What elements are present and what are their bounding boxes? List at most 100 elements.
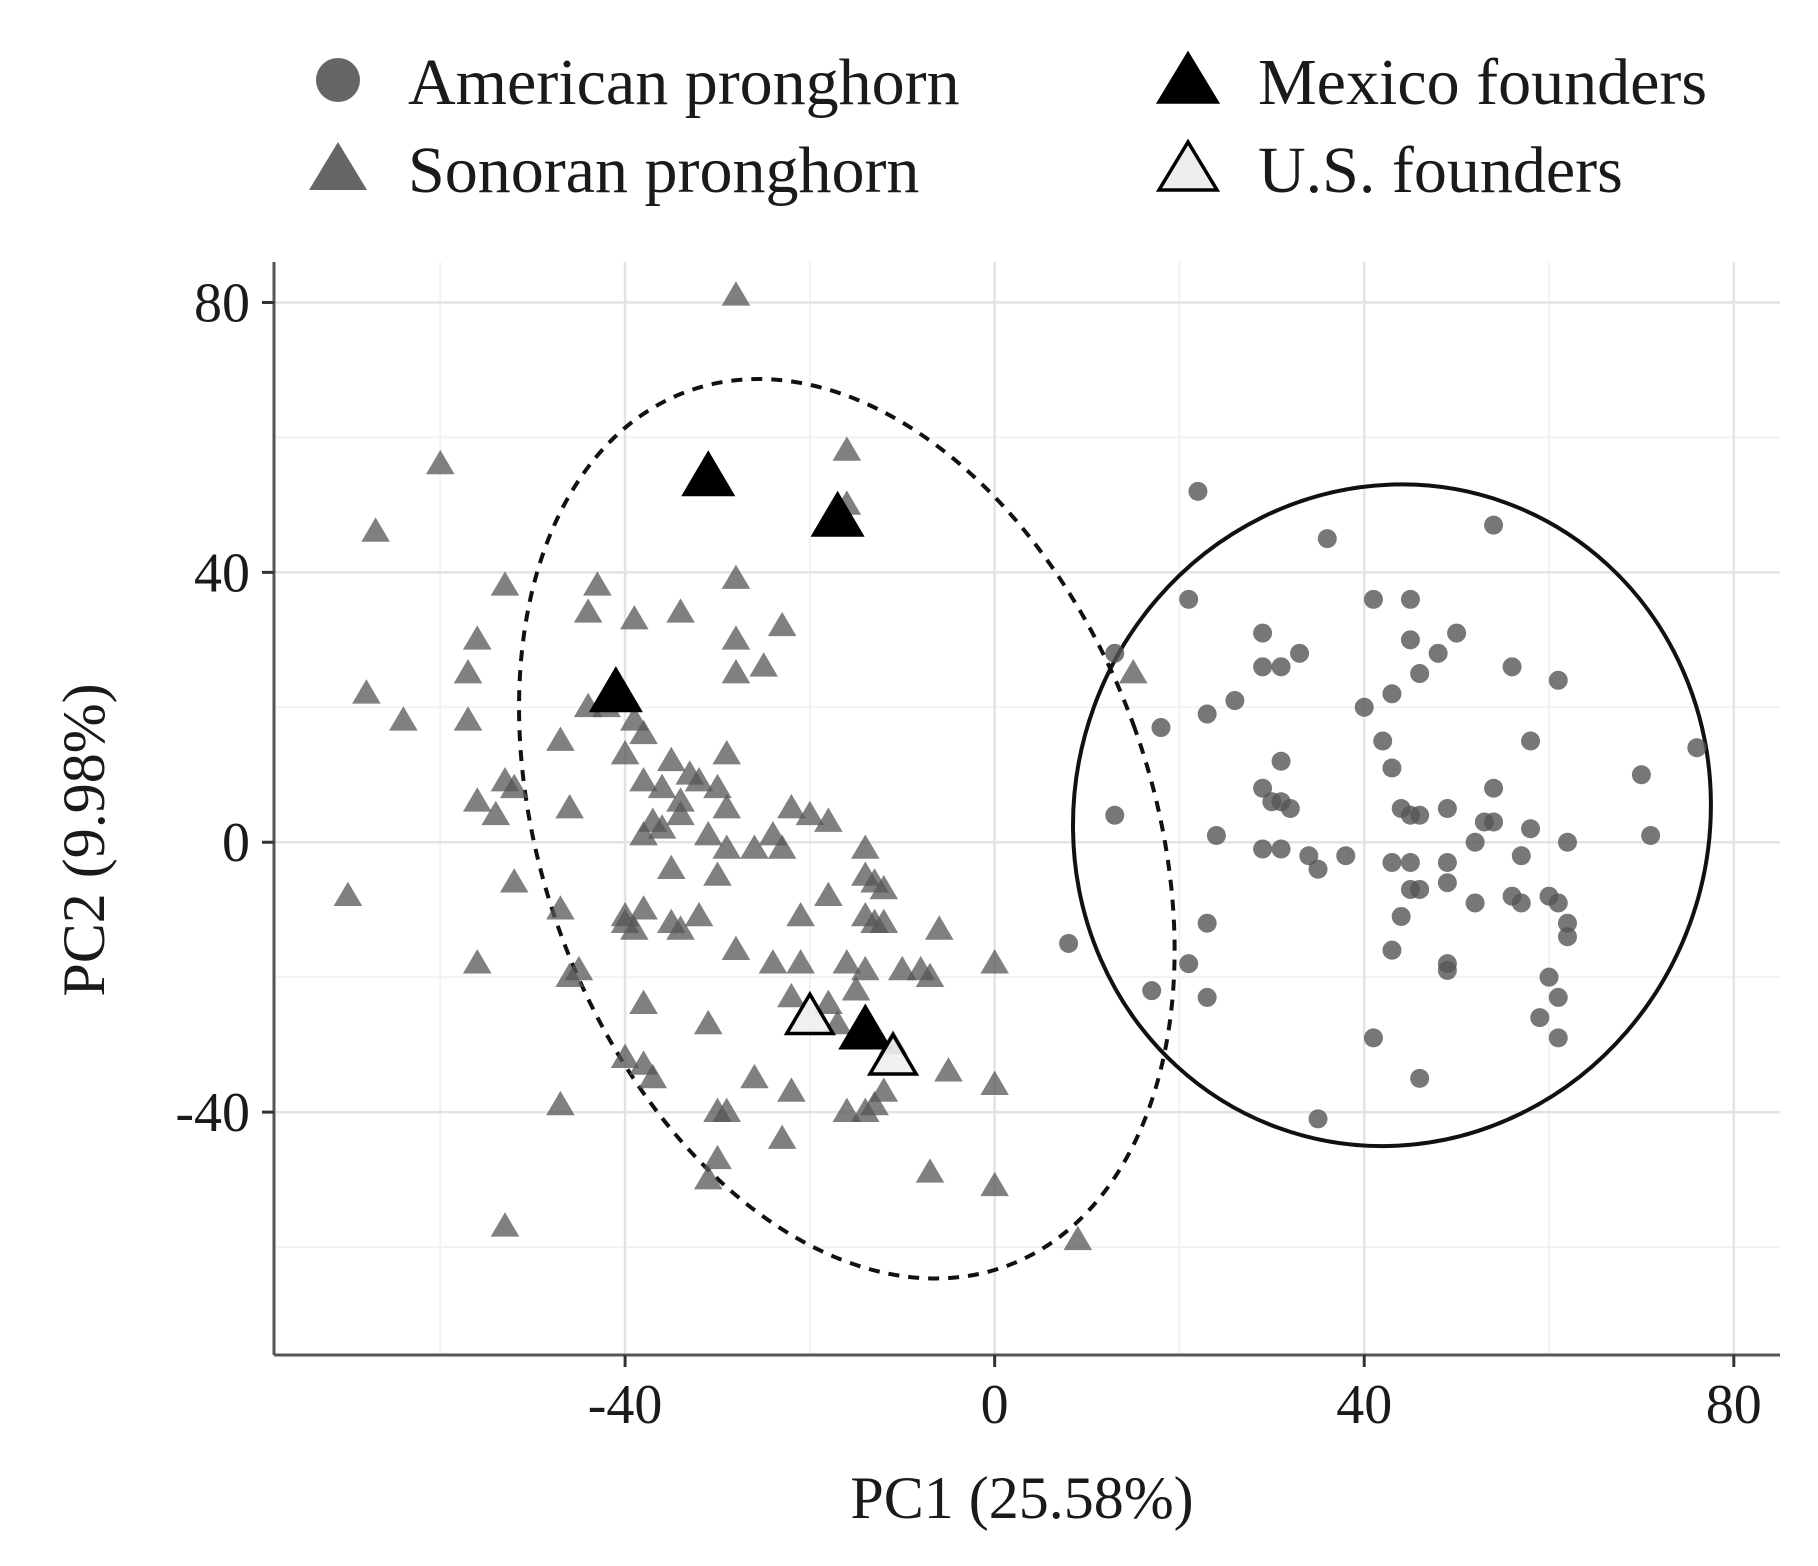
mexico-founder-point <box>838 1003 893 1050</box>
sonoran-pronghorn-point <box>610 740 640 765</box>
american-pronghorn-point <box>1557 913 1577 933</box>
american-pronghorn-point <box>1511 846 1531 866</box>
y-tick-label: 0 <box>222 812 250 874</box>
sonoran-pronghorn-point <box>361 517 390 542</box>
american-pronghorn-point <box>1465 832 1485 852</box>
sonoran-pronghorn-point <box>462 949 492 974</box>
sonoran-pronghorn-point <box>712 1097 742 1122</box>
sonoran-pronghorn-point <box>490 1212 520 1237</box>
sonoran-pronghorn-point <box>453 706 483 731</box>
sonoran-pronghorn-point <box>721 625 751 650</box>
american-pronghorn-point <box>1557 832 1577 852</box>
sonoran-pronghorn-point <box>851 834 880 859</box>
american-pronghorn-point <box>1059 933 1079 953</box>
american-pronghorn-point <box>1299 846 1319 866</box>
american-pronghorn-point <box>1437 852 1457 872</box>
sonoran-pronghorn-point <box>786 901 815 927</box>
sonoran-pronghorn-point <box>693 1009 723 1035</box>
sonoran-pronghorn-point <box>777 982 806 1008</box>
sonoran-pronghorn-point <box>832 949 862 974</box>
sonoran-pronghorn-point <box>980 949 1009 974</box>
american-pronghorn-point <box>1382 940 1402 960</box>
sonoran-pronghorn-point <box>620 605 649 630</box>
mexico-founder-point <box>681 450 736 497</box>
legend-label: American pronghorn <box>408 46 960 119</box>
american-pronghorn-point <box>1271 751 1291 771</box>
legend-label: Sonoran pronghorn <box>408 134 919 207</box>
american-pronghorn-point <box>1400 589 1420 609</box>
sonoran-pronghorn-point <box>712 740 742 765</box>
american-pronghorn-point <box>1179 589 1199 609</box>
sonoran-pronghorn-point <box>814 881 843 907</box>
grid <box>274 262 1780 1355</box>
sonoran-pronghorn-point <box>786 949 815 974</box>
american-pronghorn-point <box>1548 987 1568 1007</box>
american-ellipse <box>1070 482 1713 1149</box>
legend-key-triangle <box>1155 50 1221 104</box>
american-pronghorn-point <box>1484 515 1504 535</box>
sonoran-pronghorn-point <box>499 868 529 893</box>
sonoran-pronghorn-point <box>767 611 797 637</box>
sonoran-pronghorn-point <box>1063 1225 1093 1251</box>
sonoran-pronghorn-point <box>869 908 899 934</box>
american-pronghorn-point <box>1151 718 1171 738</box>
sonoran-pronghorn-point <box>647 773 677 799</box>
sonoran-pronghorn-point <box>629 895 658 920</box>
sonoran-pronghorn-point <box>462 787 492 812</box>
x-tick-label: -40 <box>588 1374 663 1436</box>
sonoran-pronghorn-point <box>795 800 825 826</box>
american-pronghorn-point <box>1447 623 1467 643</box>
american-pronghorn-point <box>1391 906 1411 926</box>
american-pronghorn-point <box>1336 846 1356 866</box>
y-axis-title: PC2 (9.98%) <box>51 683 117 996</box>
american-pronghorn-point <box>1400 852 1420 872</box>
american-pronghorn-point <box>1308 1109 1328 1129</box>
sonoran-pronghorn-point <box>583 571 612 596</box>
american-pronghorn-point <box>1382 758 1402 778</box>
sonoran-pronghorn-point <box>693 1165 723 1190</box>
american-pronghorn-point <box>1271 839 1291 859</box>
american-pronghorn-point <box>1548 670 1568 690</box>
american-pronghorn-point <box>1197 987 1217 1007</box>
sonoran-pronghorn-point <box>1118 659 1148 684</box>
american-pronghorn-point <box>1437 799 1457 818</box>
american-pronghorn-point <box>1363 1028 1383 1048</box>
sonoran-pronghorn-point <box>915 962 945 988</box>
american-pronghorn-point <box>1253 657 1273 677</box>
american-pronghorn-point <box>1206 825 1226 845</box>
sonoran-pronghorn-point <box>924 915 954 940</box>
sonoran-pronghorn-point <box>499 773 529 799</box>
legend-key-circle <box>316 58 360 102</box>
y-tick-label: -40 <box>175 1082 250 1144</box>
sonoran-pronghorn-point <box>832 1097 862 1122</box>
american-pronghorn-point <box>1484 778 1504 798</box>
sonoran-pronghorn-point <box>546 726 575 751</box>
american-pronghorn-point <box>1548 1028 1568 1048</box>
sonoran-pronghorn-point <box>703 861 732 886</box>
sonoran-pronghorn-point <box>647 814 677 839</box>
american-pronghorn-point <box>1521 819 1541 839</box>
us-founder-point <box>866 1031 920 1076</box>
american-pronghorn-point <box>1105 643 1125 663</box>
x-tick-label: 40 <box>1336 1374 1392 1436</box>
sonoran-pronghorn-point <box>656 908 686 934</box>
american-pronghorn-point <box>1557 927 1577 947</box>
x-tick-label: 80 <box>1706 1374 1762 1436</box>
american-pronghorn-point <box>1105 805 1125 825</box>
sonoran-pronghorn-point <box>887 955 917 981</box>
sonoran-pronghorn-point <box>462 625 492 650</box>
american-pronghorn-point <box>1548 893 1568 913</box>
american-pronghorn-point <box>1197 704 1217 724</box>
sonoran-pronghorn-point <box>555 793 584 819</box>
sonoran-pronghorn-point <box>481 800 511 826</box>
sonoran-pronghorn-point <box>721 659 751 684</box>
sonoran-pronghorn-point <box>832 436 862 461</box>
american-pronghorn-point <box>1225 691 1245 711</box>
sonoran-pronghorn-point <box>712 793 742 819</box>
sonoran-pronghorn-point <box>777 1077 806 1102</box>
sonoran-pronghorn-point <box>860 1090 889 1116</box>
sonoran-pronghorn-point <box>610 1043 640 1068</box>
y-tick-label: 40 <box>194 542 250 604</box>
